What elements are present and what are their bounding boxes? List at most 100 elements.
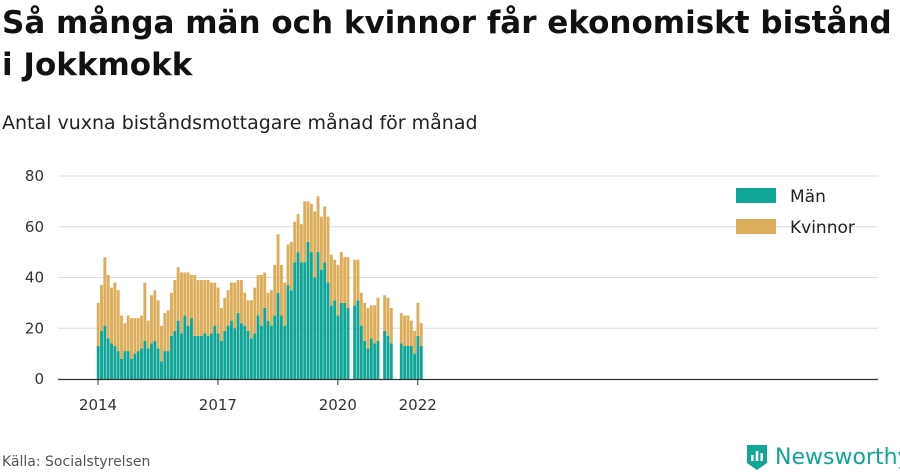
bar-men	[329, 305, 333, 379]
bar-women	[303, 201, 307, 263]
bar-men	[279, 315, 283, 379]
x-tick-label: 2014	[79, 396, 117, 414]
x-tick-label: 2022	[399, 396, 437, 414]
bar-women	[313, 211, 317, 278]
chart-title: Så många män och kvinnor får ekonomiskt …	[2, 5, 892, 83]
bar-men	[203, 333, 207, 379]
bar-women	[176, 267, 180, 321]
bar-men	[146, 348, 150, 379]
bar-men	[206, 335, 210, 379]
bar-men	[130, 358, 133, 379]
bar-men	[249, 338, 253, 379]
bar-men	[140, 348, 143, 379]
bar-women	[409, 320, 413, 347]
bar-men	[216, 333, 220, 379]
bar-men	[176, 320, 180, 379]
bar-women	[136, 318, 140, 352]
bar-men	[160, 361, 163, 379]
bar-women	[236, 280, 240, 314]
bar-women	[279, 264, 283, 316]
bar-women	[173, 280, 177, 331]
bar-men	[286, 285, 290, 379]
bar-women	[389, 307, 393, 344]
bar-men	[303, 262, 307, 379]
bar-men	[316, 252, 320, 380]
bar-men	[123, 351, 127, 379]
bar-women	[223, 297, 227, 331]
bar-men	[283, 325, 287, 379]
bar-men	[100, 330, 103, 379]
bar-women	[366, 307, 370, 349]
bar-women	[166, 310, 170, 352]
bar-women	[269, 290, 273, 326]
bar-women	[259, 274, 263, 326]
bar-women	[263, 272, 267, 308]
bar-women	[249, 300, 253, 339]
bar-women	[183, 272, 187, 316]
bar-men	[163, 351, 167, 379]
bar-women	[180, 272, 183, 334]
bar-women	[209, 282, 213, 334]
bar-women	[416, 302, 420, 336]
y-tick-label: 0	[34, 370, 44, 388]
bar-women	[113, 282, 117, 347]
bar-men	[226, 325, 230, 379]
newsworthy-brand[interactable]: Newsworthy	[745, 442, 900, 472]
bar-women	[163, 313, 167, 352]
bar-men	[223, 330, 227, 379]
bar-women	[363, 302, 367, 341]
bar-women	[309, 203, 313, 253]
bar-women	[356, 259, 360, 301]
axes: 0 20 40 60 80 2014 2017 2020 2022	[25, 167, 878, 414]
bar-men	[219, 340, 223, 379]
bar-men	[266, 320, 270, 379]
bar-men	[173, 330, 177, 379]
bar-men	[336, 315, 340, 379]
bar-men	[193, 335, 197, 379]
bar-men	[333, 300, 337, 379]
bar-women	[106, 274, 110, 339]
bar-men	[229, 320, 233, 379]
bar-women	[343, 257, 347, 303]
bar-men	[343, 302, 347, 380]
chart-subtitle: Antal vuxna biståndsmottagare månad för …	[2, 112, 478, 134]
legend-label-men: Män	[790, 187, 826, 207]
bar-women	[133, 318, 137, 354]
bar-women	[319, 216, 323, 270]
bar-women	[150, 295, 153, 344]
bar-men	[259, 325, 263, 379]
bar-women	[353, 259, 357, 306]
bar-men	[170, 335, 173, 379]
bar-men	[196, 335, 200, 379]
bar-men	[276, 292, 280, 379]
bar-women	[403, 315, 407, 347]
bar-women	[200, 280, 203, 336]
bar-women	[130, 318, 133, 359]
legend-label-women: Kvinnor	[790, 218, 855, 238]
bar-men	[389, 343, 393, 379]
bar-men	[113, 346, 117, 379]
bar-women	[339, 252, 343, 303]
bar-men	[376, 340, 380, 379]
bars	[96, 196, 423, 380]
bar-women	[316, 196, 320, 253]
bar-women	[333, 259, 337, 301]
bar-women	[369, 305, 373, 339]
legend: Män Kvinnor	[736, 187, 855, 238]
bar-men	[153, 340, 157, 379]
x-tick-label: 2020	[319, 396, 357, 414]
bar-men	[406, 346, 410, 379]
bar-men	[356, 300, 360, 379]
bar-men	[416, 335, 420, 379]
bar-women	[386, 297, 390, 336]
bar-men	[413, 353, 417, 380]
bar-women	[140, 315, 143, 349]
bar-women	[293, 221, 297, 263]
bar-women	[219, 307, 223, 341]
bar-women	[359, 292, 363, 326]
bar-women	[299, 224, 303, 263]
bar-women	[323, 206, 327, 263]
bar-men	[273, 315, 277, 379]
bar-women	[336, 264, 340, 316]
bar-women	[266, 292, 270, 321]
